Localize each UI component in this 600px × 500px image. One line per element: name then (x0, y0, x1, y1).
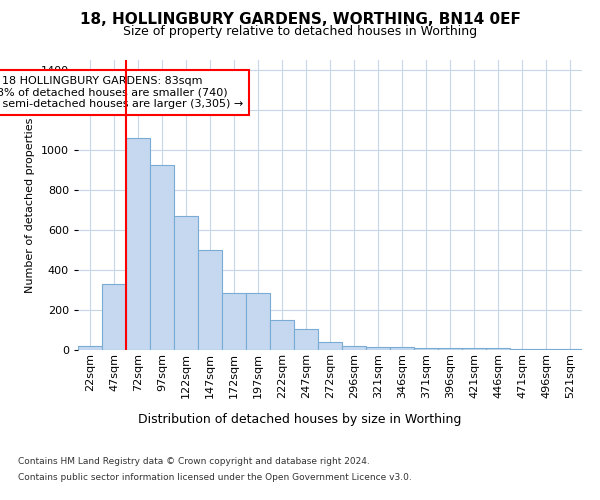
Bar (486, 348, 510, 350)
Bar (438, 348, 462, 350)
Bar (342, 346, 366, 350)
Bar (102, 284, 126, 350)
Bar (78, 346, 102, 350)
Text: Size of property relative to detached houses in Worthing: Size of property relative to detached ho… (123, 25, 477, 38)
Y-axis label: Number of detached properties: Number of detached properties (25, 118, 35, 292)
Text: 18 HOLLINGBURY GARDENS: 83sqm
← 18% of detached houses are smaller (740)
81% of : 18 HOLLINGBURY GARDENS: 83sqm ← 18% of d… (0, 76, 244, 109)
Text: 18, HOLLINGBURY GARDENS, WORTHING, BN14 0EF: 18, HOLLINGBURY GARDENS, WORTHING, BN14 … (80, 12, 520, 28)
Bar (462, 348, 486, 350)
Bar (510, 349, 534, 350)
Bar (318, 342, 342, 350)
Bar (126, 138, 150, 350)
Bar (246, 293, 270, 350)
Bar (270, 320, 294, 350)
Text: Contains HM Land Registry data © Crown copyright and database right 2024.: Contains HM Land Registry data © Crown c… (18, 458, 370, 466)
Bar (414, 348, 438, 350)
Bar (390, 346, 414, 350)
Text: Contains public sector information licensed under the Open Government Licence v3: Contains public sector information licen… (18, 472, 412, 482)
Bar (222, 293, 246, 350)
Bar (294, 329, 318, 350)
Bar (198, 250, 222, 350)
Bar (534, 349, 558, 350)
Bar (150, 165, 174, 350)
Bar (366, 346, 390, 350)
Bar (174, 216, 198, 350)
Text: Distribution of detached houses by size in Worthing: Distribution of detached houses by size … (139, 412, 461, 426)
